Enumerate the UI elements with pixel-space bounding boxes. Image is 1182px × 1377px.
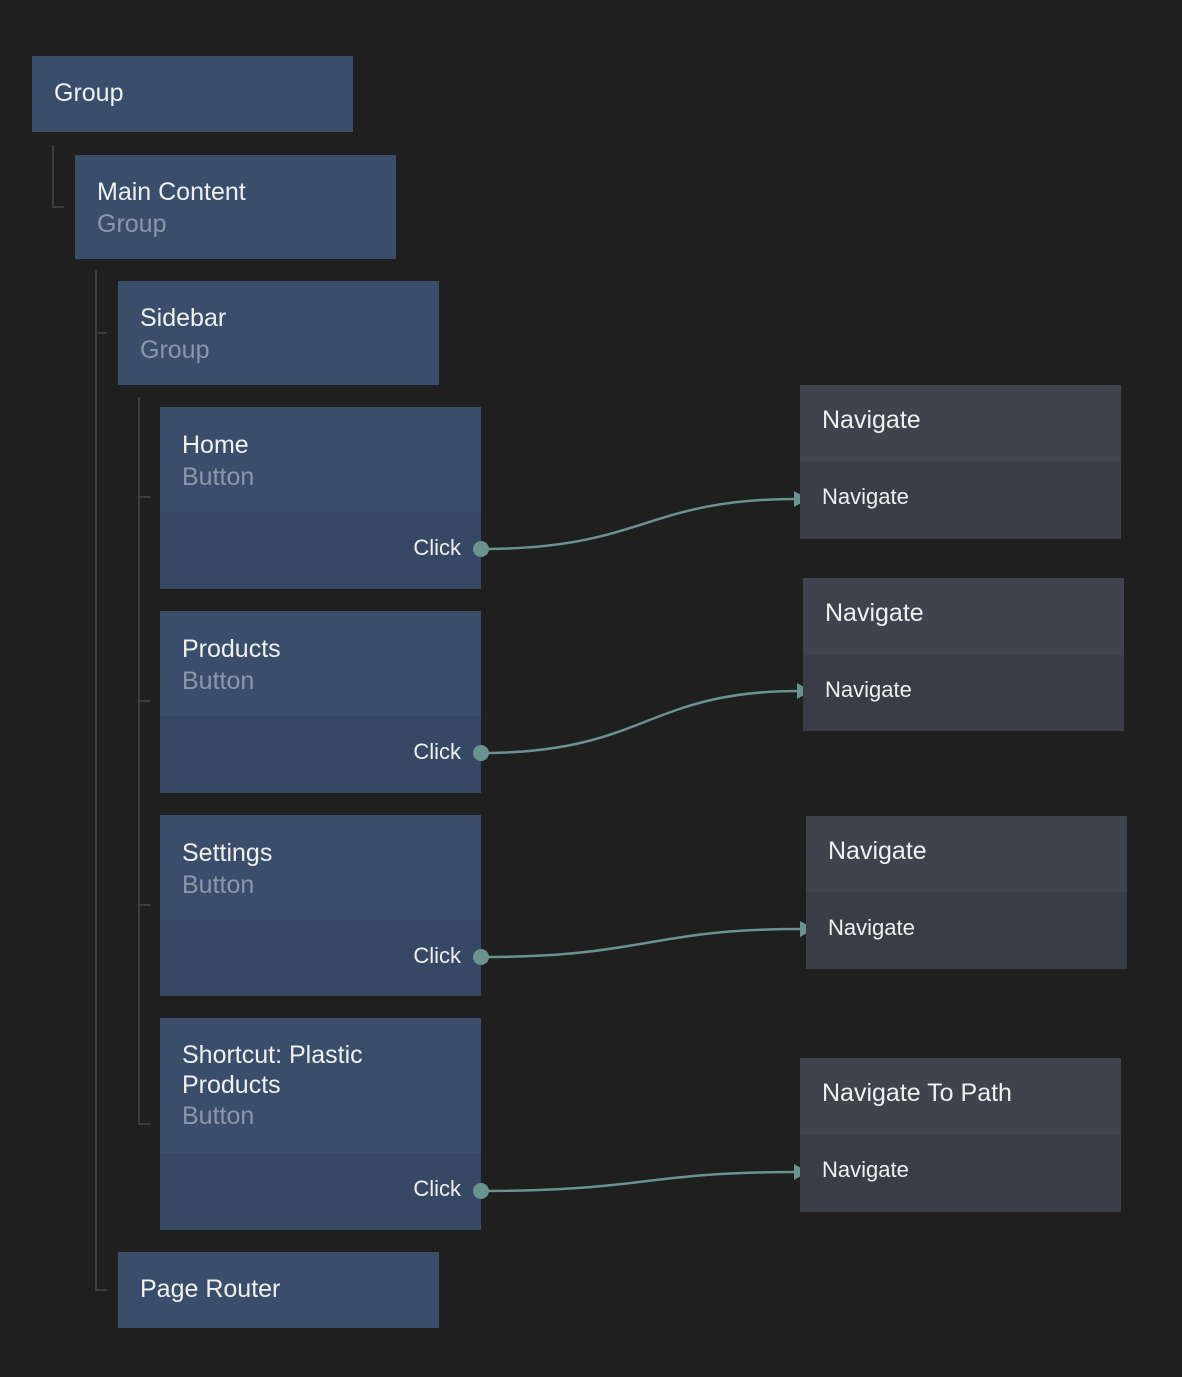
- input-port-navigate[interactable]: Navigate: [828, 915, 915, 940]
- node-title: Products: [182, 635, 281, 663]
- node-type: Button: [182, 667, 255, 695]
- node-navigate-1[interactable]: Navigate Navigate: [800, 385, 1121, 539]
- node-title: Main Content: [97, 178, 246, 206]
- connection-wire[interactable]: [480, 927, 803, 959]
- connection-wire[interactable]: [480, 689, 800, 755]
- node-title: Sidebar: [140, 304, 227, 332]
- hierarchy-line: [95, 1289, 107, 1291]
- node-title: Navigate: [828, 837, 927, 865]
- node-group[interactable]: Group: [32, 56, 353, 132]
- node-title: Group: [54, 79, 124, 107]
- input-port-navigate[interactable]: Navigate: [825, 677, 912, 702]
- output-port-click[interactable]: Click: [160, 1153, 481, 1230]
- output-port-click[interactable]: Click: [160, 512, 481, 589]
- node-type: Group: [140, 336, 210, 364]
- hierarchy-line: [95, 332, 107, 334]
- port-label: Click: [413, 535, 461, 560]
- node-shortcut-button[interactable]: Shortcut: Plastic Products Button Click: [160, 1018, 481, 1230]
- connection-wire[interactable]: [480, 1170, 797, 1193]
- hierarchy-line: [138, 496, 150, 498]
- node-type: Button: [182, 1102, 255, 1130]
- input-port-navigate[interactable]: Navigate: [822, 484, 909, 509]
- node-navigate-3[interactable]: Navigate Navigate: [806, 816, 1127, 969]
- node-type: Button: [182, 871, 255, 899]
- node-main-content[interactable]: Main Content Group: [75, 155, 396, 259]
- node-settings-button[interactable]: Settings Button Click: [160, 815, 481, 996]
- node-navigate-to-path[interactable]: Navigate To Path Navigate: [800, 1058, 1121, 1212]
- node-products-button[interactable]: Products Button Click: [160, 611, 481, 793]
- connection-wire[interactable]: [480, 497, 797, 551]
- output-port-click[interactable]: Click: [160, 920, 481, 996]
- hierarchy-line: [95, 270, 97, 1291]
- hierarchy-line: [52, 206, 64, 208]
- hierarchy-line: [138, 700, 150, 702]
- node-sidebar[interactable]: Sidebar Group: [118, 281, 439, 385]
- port-label: Click: [413, 739, 461, 764]
- input-port-navigate[interactable]: Navigate: [822, 1157, 909, 1182]
- hierarchy-line: [52, 145, 54, 208]
- node-title: Shortcut: Plastic Products: [182, 1041, 363, 1099]
- hierarchy-line: [138, 904, 150, 906]
- node-title: Navigate: [825, 599, 924, 627]
- node-type: Group: [97, 210, 167, 238]
- output-port-click[interactable]: Click: [160, 716, 481, 793]
- node-title: Navigate To Path: [822, 1079, 1012, 1107]
- port-label: Click: [413, 943, 461, 968]
- node-title: Navigate: [822, 406, 921, 434]
- node-title: Home: [182, 431, 249, 459]
- port-label: Click: [413, 1176, 461, 1201]
- node-type: Button: [182, 463, 255, 491]
- hierarchy-line: [138, 1123, 150, 1125]
- node-navigate-2[interactable]: Navigate Navigate: [803, 578, 1124, 731]
- node-home-button[interactable]: Home Button Click: [160, 407, 481, 589]
- node-page-router[interactable]: Page Router: [118, 1252, 439, 1328]
- hierarchy-line: [138, 397, 140, 1125]
- node-title: Settings: [182, 839, 273, 867]
- node-title: Page Router: [140, 1275, 281, 1303]
